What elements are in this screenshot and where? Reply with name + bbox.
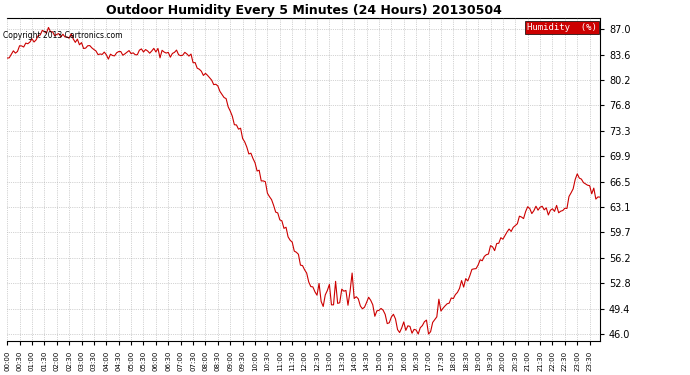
Text: Copyright 2013 Cartronics.com: Copyright 2013 Cartronics.com bbox=[3, 30, 123, 39]
Title: Outdoor Humidity Every 5 Minutes (24 Hours) 20130504: Outdoor Humidity Every 5 Minutes (24 Hou… bbox=[106, 4, 502, 17]
Text: Humidity  (%): Humidity (%) bbox=[527, 23, 597, 32]
